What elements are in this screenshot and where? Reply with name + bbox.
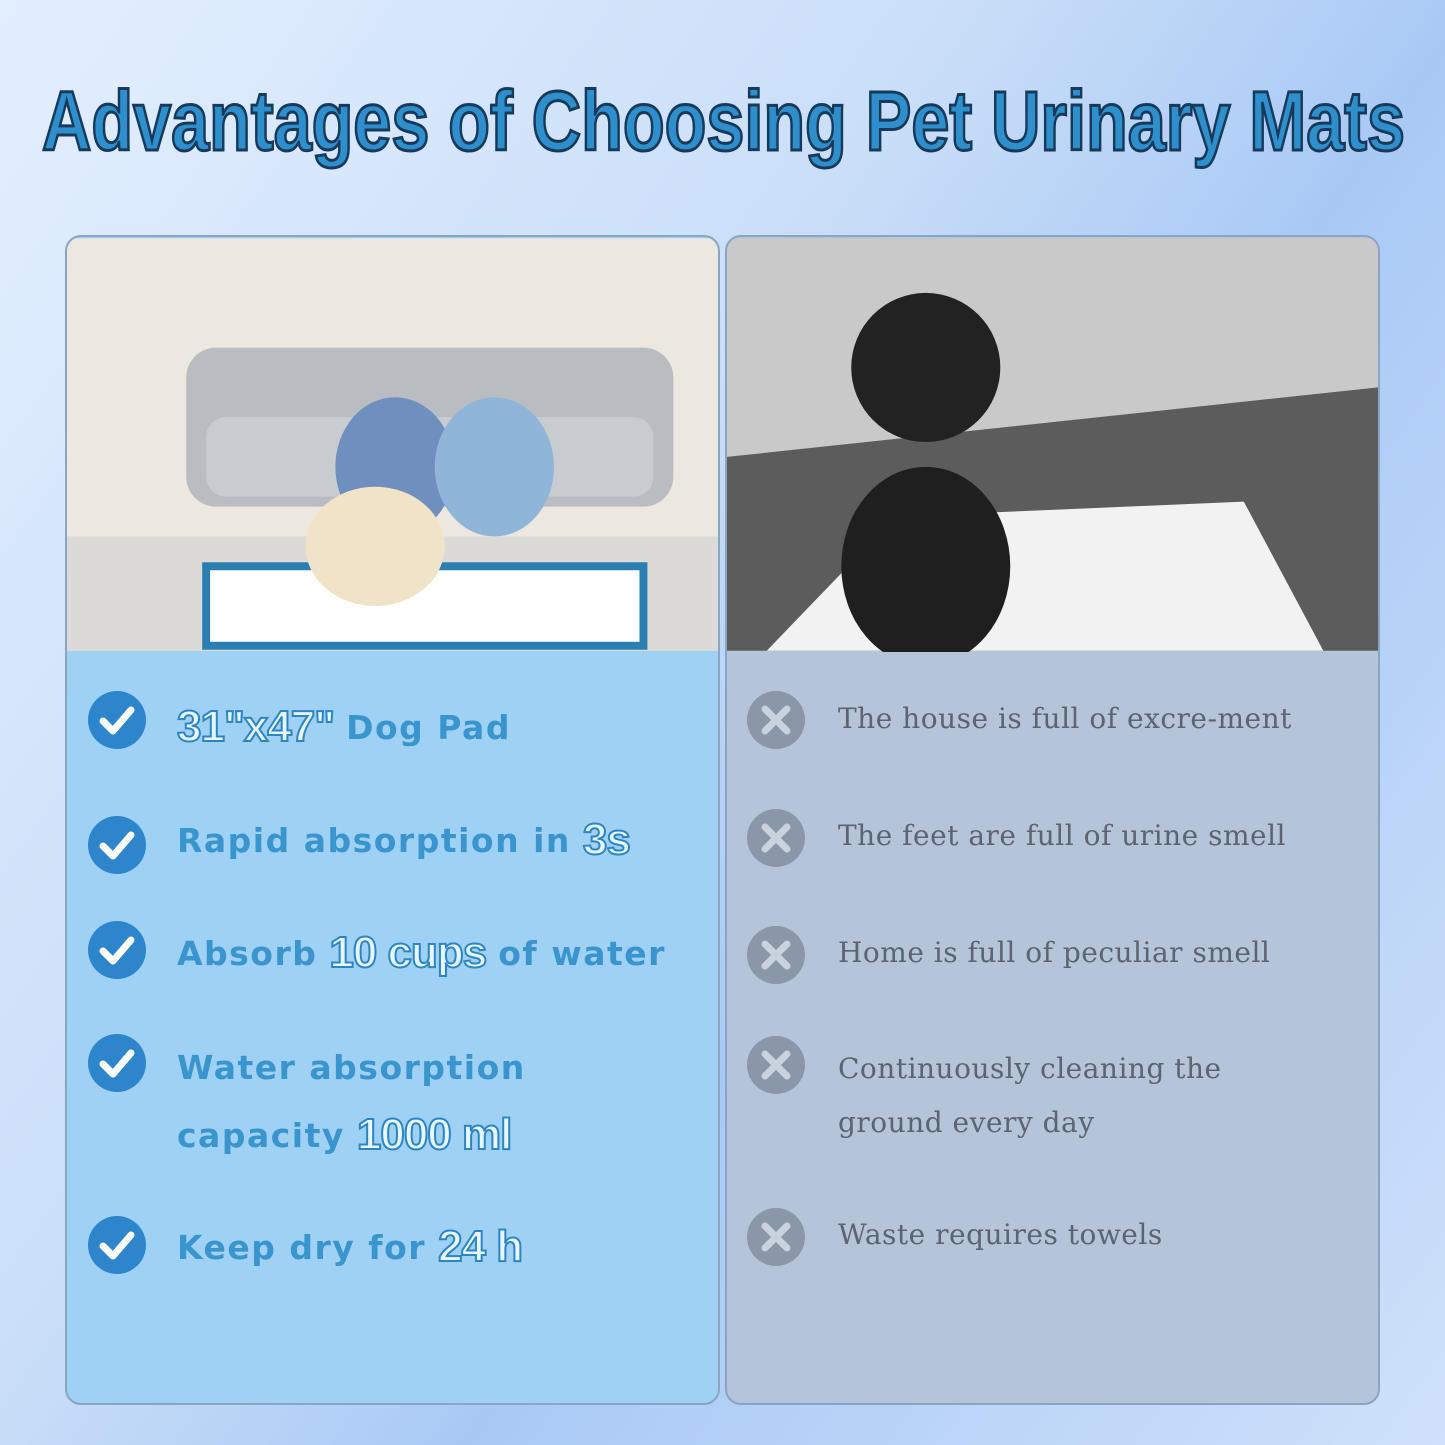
pro-text: Water absorption — [177, 1047, 526, 1087]
check-icon — [88, 1034, 146, 1092]
check-icon — [88, 921, 146, 979]
pro-text: of water — [498, 933, 666, 973]
puppy-photo — [727, 238, 1378, 652]
pro-line: Rapid absorption in 3s — [177, 814, 632, 865]
pro-text: Absorb — [177, 933, 318, 973]
cross-icon — [747, 1208, 805, 1266]
con-text: Continuously cleaning the — [838, 1052, 1222, 1085]
con-text: The house is full of excre-ment — [838, 702, 1292, 735]
pro-line: Absorb 10 cups of water — [177, 927, 666, 978]
check-icon — [88, 1216, 146, 1274]
family-photo — [67, 238, 718, 651]
pro-text: 31"x47" — [176, 701, 336, 752]
pro-line: capacity 1000 ml — [177, 1109, 513, 1160]
pro-line: Water absorption — [177, 1042, 526, 1092]
check-icon — [88, 816, 146, 874]
title: Advantages of Choosing Pet Urinary Mats — [42, 74, 1405, 168]
check-icon — [88, 691, 146, 749]
pro-text: Dog Pad — [346, 707, 511, 747]
pro-line: Keep dry for 24 h — [177, 1221, 524, 1272]
pro-text: 1000 ml — [356, 1109, 513, 1160]
cross-icon — [747, 809, 805, 867]
cross-icon — [747, 691, 805, 749]
con-text: Waste requires towels — [838, 1218, 1163, 1251]
cross-icon — [747, 1036, 805, 1094]
pro-text: 24 h — [437, 1221, 524, 1272]
pro-text: Keep dry for — [177, 1227, 427, 1267]
cons-panel — [725, 235, 1380, 1405]
title-svg: Advantages of Choosing Pet Urinary Mats — [41, 73, 1407, 170]
pro-text: 10 cups — [328, 927, 488, 978]
pro-text: 3s — [582, 814, 632, 865]
con-text: Home is full of peculiar smell — [838, 936, 1271, 969]
cross-icon — [747, 926, 805, 984]
pro-line: 31"x47" Dog Pad — [176, 701, 511, 752]
pros-panel — [65, 235, 720, 1405]
pro-text: capacity — [177, 1115, 345, 1155]
con-text: ground every day — [838, 1106, 1095, 1139]
con-text: The feet are full of urine smell — [838, 819, 1286, 852]
pro-text: Rapid absorption in — [177, 820, 571, 860]
